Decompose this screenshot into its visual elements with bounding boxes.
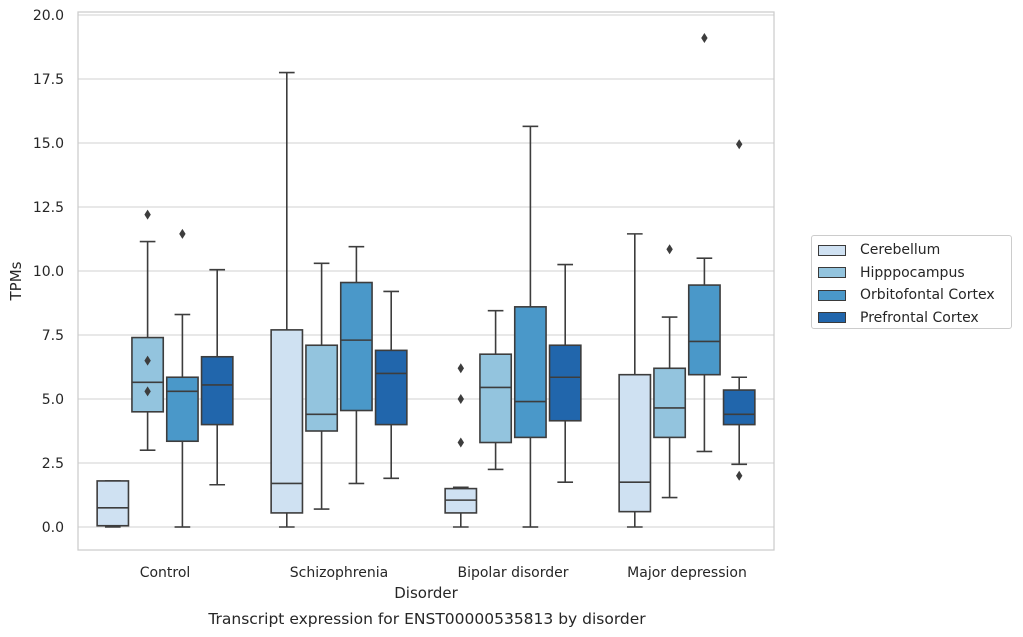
legend-item: Cerebellum: [818, 239, 1011, 262]
y-tick-label: 7.5: [42, 328, 64, 344]
outlier-point: [666, 244, 673, 255]
y-tick-label: 5.0: [42, 392, 64, 408]
legend-label: Hipppocampus: [860, 264, 965, 281]
outlier-point: [179, 228, 186, 239]
legend-swatch: [818, 267, 846, 279]
x-tick-label: Schizophrenia: [290, 565, 388, 581]
y-tick-label: 15.0: [33, 136, 64, 152]
box-plot: [305, 262, 339, 510]
box: [131, 336, 165, 413]
series-2: [165, 33, 721, 528]
legend-swatch: [818, 312, 846, 324]
box: [165, 376, 199, 443]
box-plot: [374, 290, 408, 480]
series-1: [131, 209, 687, 510]
legend-label: Cerebellum: [860, 242, 941, 259]
box-plot: [444, 363, 478, 528]
y-axis-label: TPMs: [7, 261, 25, 301]
y-tick-label: 10.0: [33, 264, 64, 280]
x-tick-label: Bipolar disorder: [457, 565, 568, 581]
box: [479, 353, 513, 444]
series-3: [200, 139, 756, 486]
box-plot: [200, 268, 234, 486]
box-plot: [722, 139, 756, 481]
box: [548, 344, 582, 422]
box-plot: [96, 480, 130, 528]
legend-label: Prefrontal Cortex: [860, 309, 979, 326]
box-plot: [618, 233, 652, 528]
legend-item: Orbitofontal Cortex: [818, 284, 1011, 307]
y-tick-label: 2.5: [42, 456, 64, 472]
box-plot: [339, 245, 373, 485]
x-axis-ticks: Control Schizophrenia Bipolar disorder Majo…: [140, 565, 747, 581]
y-tick-label: 20.0: [33, 8, 64, 24]
box: [513, 306, 547, 439]
box-plot: [653, 244, 687, 499]
legend-item: Hipppocampus: [818, 262, 1011, 285]
box-plot: [548, 263, 582, 484]
box: [270, 329, 304, 514]
box: [200, 355, 234, 426]
legend-item: Prefrontal Cortex: [818, 307, 1011, 330]
y-tick-label: 17.5: [33, 72, 64, 88]
box: [687, 284, 721, 376]
x-tick-label: Control: [140, 565, 191, 581]
legend-swatch: [818, 289, 846, 301]
y-axis-ticks: 0.0 2.5 5.0 7.5 10.0 12.5 15.0 17.5 20.0: [33, 8, 64, 536]
box-plot: [131, 209, 165, 452]
y-tick-label: 0.0: [42, 520, 64, 536]
outlier-point: [457, 363, 464, 374]
outlier-point: [144, 209, 151, 220]
x-tick-label: Major depression: [627, 565, 747, 581]
box: [618, 373, 652, 513]
outlier-point: [736, 139, 743, 150]
outlier-point: [144, 355, 151, 366]
legend: Cerebellum Hipppocampus Orbitofontal Corte…: [811, 235, 1012, 329]
box-plot: [513, 125, 547, 528]
legend-label: Orbitofontal Cortex: [860, 287, 995, 304]
box: [653, 367, 687, 439]
y-tick-label: 12.5: [33, 200, 64, 216]
outlier-point: [457, 437, 464, 448]
outlier-point: [457, 394, 464, 404]
x-axis-label: Disorder: [394, 584, 458, 602]
box: [374, 349, 408, 426]
box: [305, 344, 339, 432]
box-plot: [270, 71, 304, 528]
series-0: [96, 71, 652, 528]
box: [722, 389, 756, 426]
box-plot: [479, 309, 513, 471]
outlier-point: [736, 470, 743, 481]
plot-frame: [77, 11, 775, 551]
outlier-point: [144, 386, 151, 397]
box-plot: [687, 33, 721, 453]
box: [96, 480, 130, 527]
box: [339, 281, 373, 412]
box-plot: [165, 228, 199, 528]
box-series: [96, 33, 756, 528]
chart-caption: Transcript expression for ENST0000053581…: [207, 610, 646, 628]
outlier-point: [701, 33, 708, 44]
legend-swatch: [818, 244, 846, 256]
